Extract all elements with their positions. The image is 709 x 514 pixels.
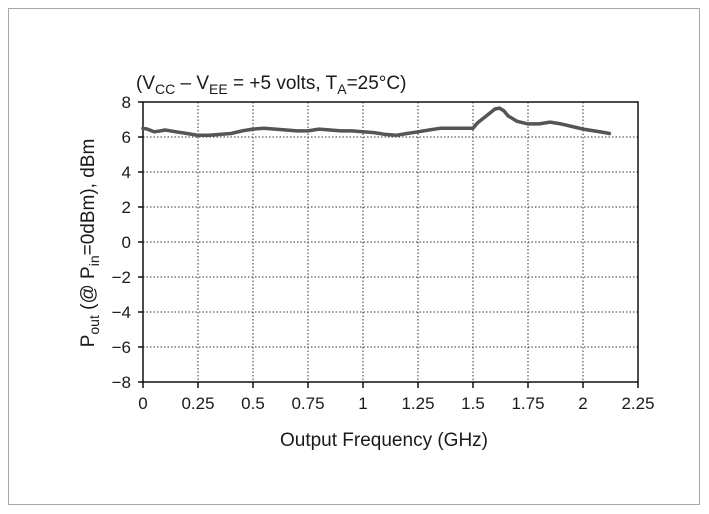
x-axis-label: Output Frequency (GHz) <box>280 430 488 451</box>
x-tick-label: 0 <box>138 394 147 413</box>
x-tick-label: 2 <box>578 394 587 413</box>
chart-title: (VCC – VEE = +5 volts, TA=25°C) <box>136 73 406 97</box>
x-tick-label: 1.25 <box>401 394 434 413</box>
x-tick-label: 1.5 <box>461 394 485 413</box>
y-tick-label: −8 <box>112 373 131 392</box>
y-tick-label: −4 <box>112 303 131 322</box>
y-tick-label: 6 <box>122 128 131 147</box>
y-tick-label: −6 <box>112 338 131 357</box>
series-line-pout <box>141 106 612 138</box>
x-tick-labels: 0 0.25 0.5 0.75 1 1.25 1.5 1.75 2 2.25 <box>138 394 654 413</box>
y-tick-label: −2 <box>112 268 131 287</box>
x-tick-label: 2.25 <box>621 394 654 413</box>
x-tick-label: 0.75 <box>291 394 324 413</box>
x-tick-label: 0.25 <box>181 394 214 413</box>
y-tick-label: 2 <box>122 198 131 217</box>
x-tick-label: 1.75 <box>511 394 544 413</box>
y-axis-label: Pout (@ Pin=0dBm), dBm <box>78 139 102 348</box>
x-tick-label: 1 <box>358 394 367 413</box>
tick-marks <box>138 101 639 388</box>
grid-lines <box>143 102 638 382</box>
y-tick-label: 8 <box>122 93 131 112</box>
y-tick-label: 0 <box>122 233 131 252</box>
x-tick-label: 0.5 <box>241 394 265 413</box>
y-tick-labels: 8 6 4 2 0 −2 −4 −6 −8 <box>112 93 131 392</box>
y-tick-label: 4 <box>122 163 131 182</box>
chart-frame <box>8 8 700 505</box>
